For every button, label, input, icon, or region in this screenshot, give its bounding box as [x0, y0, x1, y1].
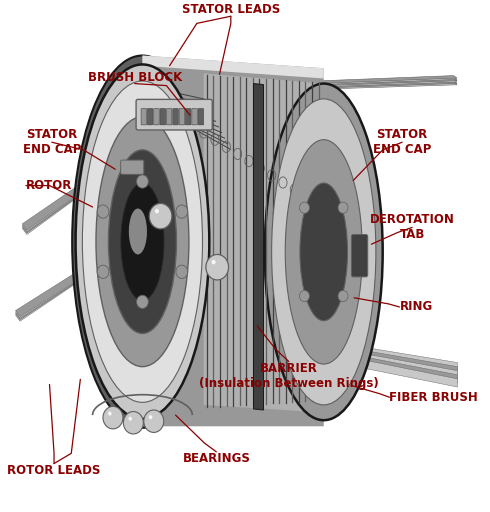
Ellipse shape: [82, 81, 202, 402]
FancyBboxPatch shape: [192, 109, 197, 125]
Polygon shape: [136, 77, 457, 91]
Ellipse shape: [108, 412, 112, 416]
Ellipse shape: [285, 140, 362, 364]
Circle shape: [144, 410, 164, 433]
Text: BRUSH BLOCK: BRUSH BLOCK: [88, 71, 182, 83]
Text: BARRIER
(Insulation Between Rings): BARRIER (Insulation Between Rings): [199, 361, 379, 390]
Ellipse shape: [96, 117, 189, 367]
Ellipse shape: [128, 417, 132, 421]
FancyBboxPatch shape: [121, 160, 144, 175]
Ellipse shape: [121, 183, 164, 301]
Ellipse shape: [155, 209, 159, 214]
Text: STATOR
END CAP: STATOR END CAP: [373, 128, 431, 156]
Polygon shape: [143, 55, 324, 426]
FancyBboxPatch shape: [141, 109, 147, 125]
Ellipse shape: [149, 415, 152, 419]
Polygon shape: [16, 251, 113, 316]
Text: ROTOR: ROTOR: [26, 179, 73, 192]
Polygon shape: [23, 161, 120, 231]
Polygon shape: [133, 81, 457, 94]
Ellipse shape: [129, 208, 147, 254]
Text: STATOR LEADS: STATOR LEADS: [182, 3, 280, 16]
Circle shape: [176, 265, 188, 279]
Circle shape: [299, 202, 310, 214]
Polygon shape: [143, 55, 324, 78]
Polygon shape: [16, 252, 113, 318]
Ellipse shape: [108, 150, 176, 333]
Text: DEROTATION
TAB: DEROTATION TAB: [370, 214, 455, 241]
Circle shape: [176, 205, 188, 218]
FancyBboxPatch shape: [154, 109, 159, 125]
Circle shape: [206, 254, 228, 280]
Circle shape: [97, 205, 109, 218]
Circle shape: [338, 202, 348, 214]
Polygon shape: [138, 76, 457, 91]
Text: STATOR
END CAP: STATOR END CAP: [23, 128, 81, 156]
Polygon shape: [349, 351, 458, 379]
Ellipse shape: [212, 260, 216, 264]
FancyBboxPatch shape: [179, 109, 185, 125]
FancyBboxPatch shape: [173, 109, 178, 125]
Polygon shape: [134, 80, 457, 93]
Circle shape: [338, 290, 348, 302]
Polygon shape: [23, 160, 120, 230]
Text: ROTOR LEADS: ROTOR LEADS: [7, 463, 101, 477]
FancyBboxPatch shape: [136, 99, 212, 130]
Circle shape: [103, 407, 123, 429]
Text: RING: RING: [399, 301, 433, 313]
Ellipse shape: [75, 65, 209, 419]
Polygon shape: [349, 357, 458, 387]
Polygon shape: [135, 78, 457, 92]
Polygon shape: [23, 161, 119, 233]
Polygon shape: [349, 354, 458, 383]
FancyBboxPatch shape: [351, 234, 368, 277]
Polygon shape: [132, 82, 457, 95]
Polygon shape: [204, 73, 324, 413]
Text: BEARINGS: BEARINGS: [182, 452, 250, 465]
Ellipse shape: [72, 55, 213, 428]
Polygon shape: [16, 253, 112, 319]
Polygon shape: [349, 345, 458, 371]
Ellipse shape: [271, 99, 376, 405]
FancyBboxPatch shape: [147, 109, 153, 125]
FancyBboxPatch shape: [167, 109, 172, 125]
Polygon shape: [253, 83, 264, 410]
Circle shape: [299, 290, 310, 302]
Polygon shape: [349, 348, 458, 375]
FancyBboxPatch shape: [186, 109, 191, 125]
Ellipse shape: [265, 83, 383, 420]
Polygon shape: [23, 162, 118, 234]
Circle shape: [123, 412, 144, 434]
Circle shape: [137, 175, 148, 188]
Ellipse shape: [300, 183, 347, 321]
Polygon shape: [16, 254, 111, 321]
Circle shape: [97, 265, 109, 279]
Circle shape: [149, 203, 172, 229]
FancyBboxPatch shape: [198, 109, 204, 125]
Circle shape: [137, 295, 148, 309]
Text: FIBER BRUSH: FIBER BRUSH: [390, 391, 478, 404]
FancyBboxPatch shape: [160, 109, 166, 125]
